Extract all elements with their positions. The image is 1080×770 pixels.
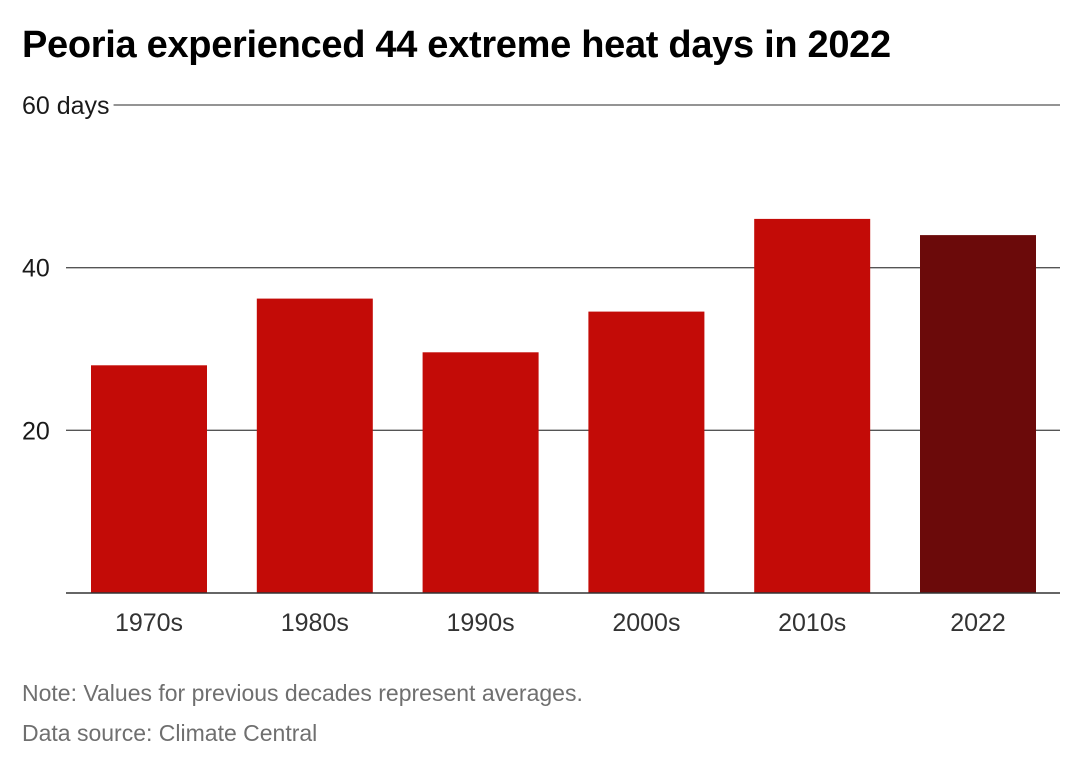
bar-2000s xyxy=(588,311,705,593)
x-tick-label: 2010s xyxy=(778,609,846,637)
x-tick-label: 1970s xyxy=(115,609,183,637)
y-tick-label: 40 xyxy=(22,255,50,283)
bar-1980s xyxy=(256,298,373,593)
bar-1970s xyxy=(91,365,207,593)
bars xyxy=(91,218,1036,593)
x-tick-label: 2022 xyxy=(950,609,1006,637)
y-tick-label: 60 days xyxy=(22,92,110,120)
chart-title: Peoria experienced 44 extreme heat days … xyxy=(22,24,891,66)
gridlines xyxy=(66,104,1060,431)
x-axis-tick-labels: 1970s 1980s 1990s 2000s 2010s 2022 xyxy=(115,609,1006,637)
bar-1990s xyxy=(422,352,539,593)
bar-2010s xyxy=(754,218,871,593)
data-source: Data source: Climate Central xyxy=(22,720,318,746)
x-tick-label: 1980s xyxy=(281,609,349,637)
chart-note: Note: Values for previous decades repres… xyxy=(22,680,583,706)
y-tick-label: 20 xyxy=(22,417,50,445)
bar-2022 xyxy=(920,235,1036,593)
x-tick-label: 2000s xyxy=(612,609,680,637)
y-axis-tick-labels: 60 days 40 20 xyxy=(22,92,110,445)
x-tick-label: 1990s xyxy=(447,609,515,637)
